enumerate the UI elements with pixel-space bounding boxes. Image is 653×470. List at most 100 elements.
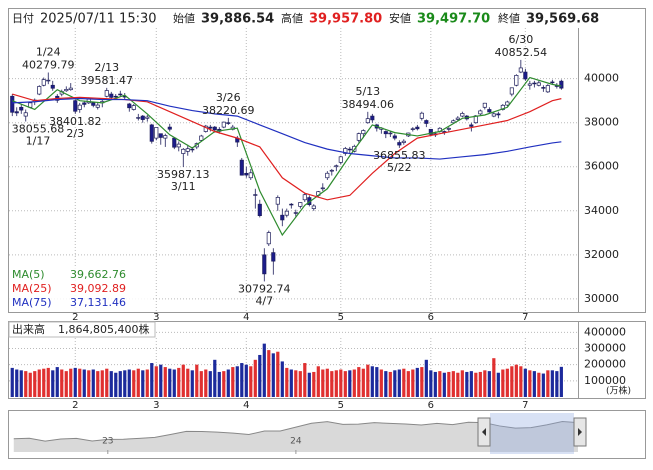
candle-body [50,84,55,89]
volume-bar [100,370,104,397]
candle-body [212,126,217,131]
annotation-value: 38055.68 [12,122,65,135]
candle-body [505,101,510,106]
volume-bar [262,343,266,397]
candle-body [487,109,492,113]
legend-value: 39,662.76 [70,268,126,281]
volume-bar [177,367,181,397]
volume-bar [316,366,320,397]
volume-bar [523,368,527,397]
volume-bar [28,372,32,397]
candle-body [325,172,330,179]
candle-body [496,113,501,116]
volume-bar [82,369,86,397]
volume-bar [307,372,311,397]
volume-bar [424,359,428,397]
candle-body [370,115,375,121]
candle-body [455,117,460,120]
candle-body [64,89,69,92]
ma-line [12,93,562,201]
annotation-date: 3/11 [171,180,196,193]
date-label: 日付 [12,12,34,25]
annotation-date: 5/13 [355,85,380,98]
candle-body [329,169,334,172]
volume-bar [321,369,325,397]
y-tick-label: 38000 [584,116,619,129]
candle-body [397,142,402,146]
candle-body [410,128,415,130]
volume-bar [442,372,446,397]
navigator-window[interactable] [490,413,574,454]
candle-body [248,172,253,179]
candle-body [176,143,181,148]
candle-body [545,85,550,93]
legend: MA(5) 39,662.76 MA(25) 39,092.89 MA(75) 37,13… [12,268,126,309]
candle-body [424,120,429,124]
open-label: 始値 [173,11,195,25]
annotation-date: 4/7 [255,294,273,307]
volume-bar [267,350,271,397]
candle-body [82,102,87,105]
x-tick-label: 6 [428,312,434,323]
volume-bar [429,370,433,397]
y-tick-label: 36000 [584,160,619,173]
candle-body [226,122,231,124]
volume-bar [537,372,541,397]
volume-bar [384,371,388,397]
candle-body [388,132,393,135]
handle-arrow [578,428,582,436]
candle-body [275,197,280,205]
volume-bar [240,363,244,397]
volume-bar [46,367,50,397]
annotation-value: 40279.79 [22,58,75,71]
y-tick-label: 100000 [584,374,626,387]
plot-layer: 30000 32000 34000 36000 38000 40000 2 3 4 5 6 7 4027… [9,28,626,411]
volume-bar [330,371,334,397]
main-frame [8,8,646,313]
volume-bar [451,371,455,397]
candle-body [91,102,96,106]
volume-bar [352,369,356,397]
volume-bar [213,359,217,397]
volume-bar [208,371,212,397]
candle-body [361,130,366,135]
candle-body [266,232,271,245]
candle-body [95,104,100,108]
candle-body [73,100,78,112]
volume-bar [163,367,167,397]
candle-body [77,104,82,110]
volume-bar [514,364,518,397]
volume-bar [55,367,59,397]
volume-bar [253,359,257,397]
candle-body [536,82,541,86]
x-tick-label: 5 [338,312,344,323]
navigator-tick-label: 23 [102,437,113,447]
x-tick-label: 7 [522,400,528,411]
volume-bar [24,371,28,397]
candle-body [491,113,496,117]
volume-bar [505,368,509,397]
candle-body [527,83,532,86]
volume-bar [541,373,545,397]
candle-body [190,148,195,151]
candle-body [338,156,343,163]
volume-bar [42,368,46,397]
volume-bar [15,369,19,397]
volume-bar [249,366,253,397]
volume-title: 出来高 [12,322,45,336]
volume-bar [294,370,298,397]
volume-bar [78,368,82,397]
y-tick-label: 300000 [584,341,626,354]
candle-body [302,194,307,201]
candle-body [262,254,267,275]
candle-body [145,116,150,119]
volume-bar [357,367,361,397]
volume-bar [172,369,176,397]
volume-bar [73,367,77,397]
candle-body [334,165,339,168]
high-value: 39,957.80 [309,12,382,27]
volume-bar [397,369,401,397]
candle-body [271,252,276,262]
volume-bar [487,371,491,397]
